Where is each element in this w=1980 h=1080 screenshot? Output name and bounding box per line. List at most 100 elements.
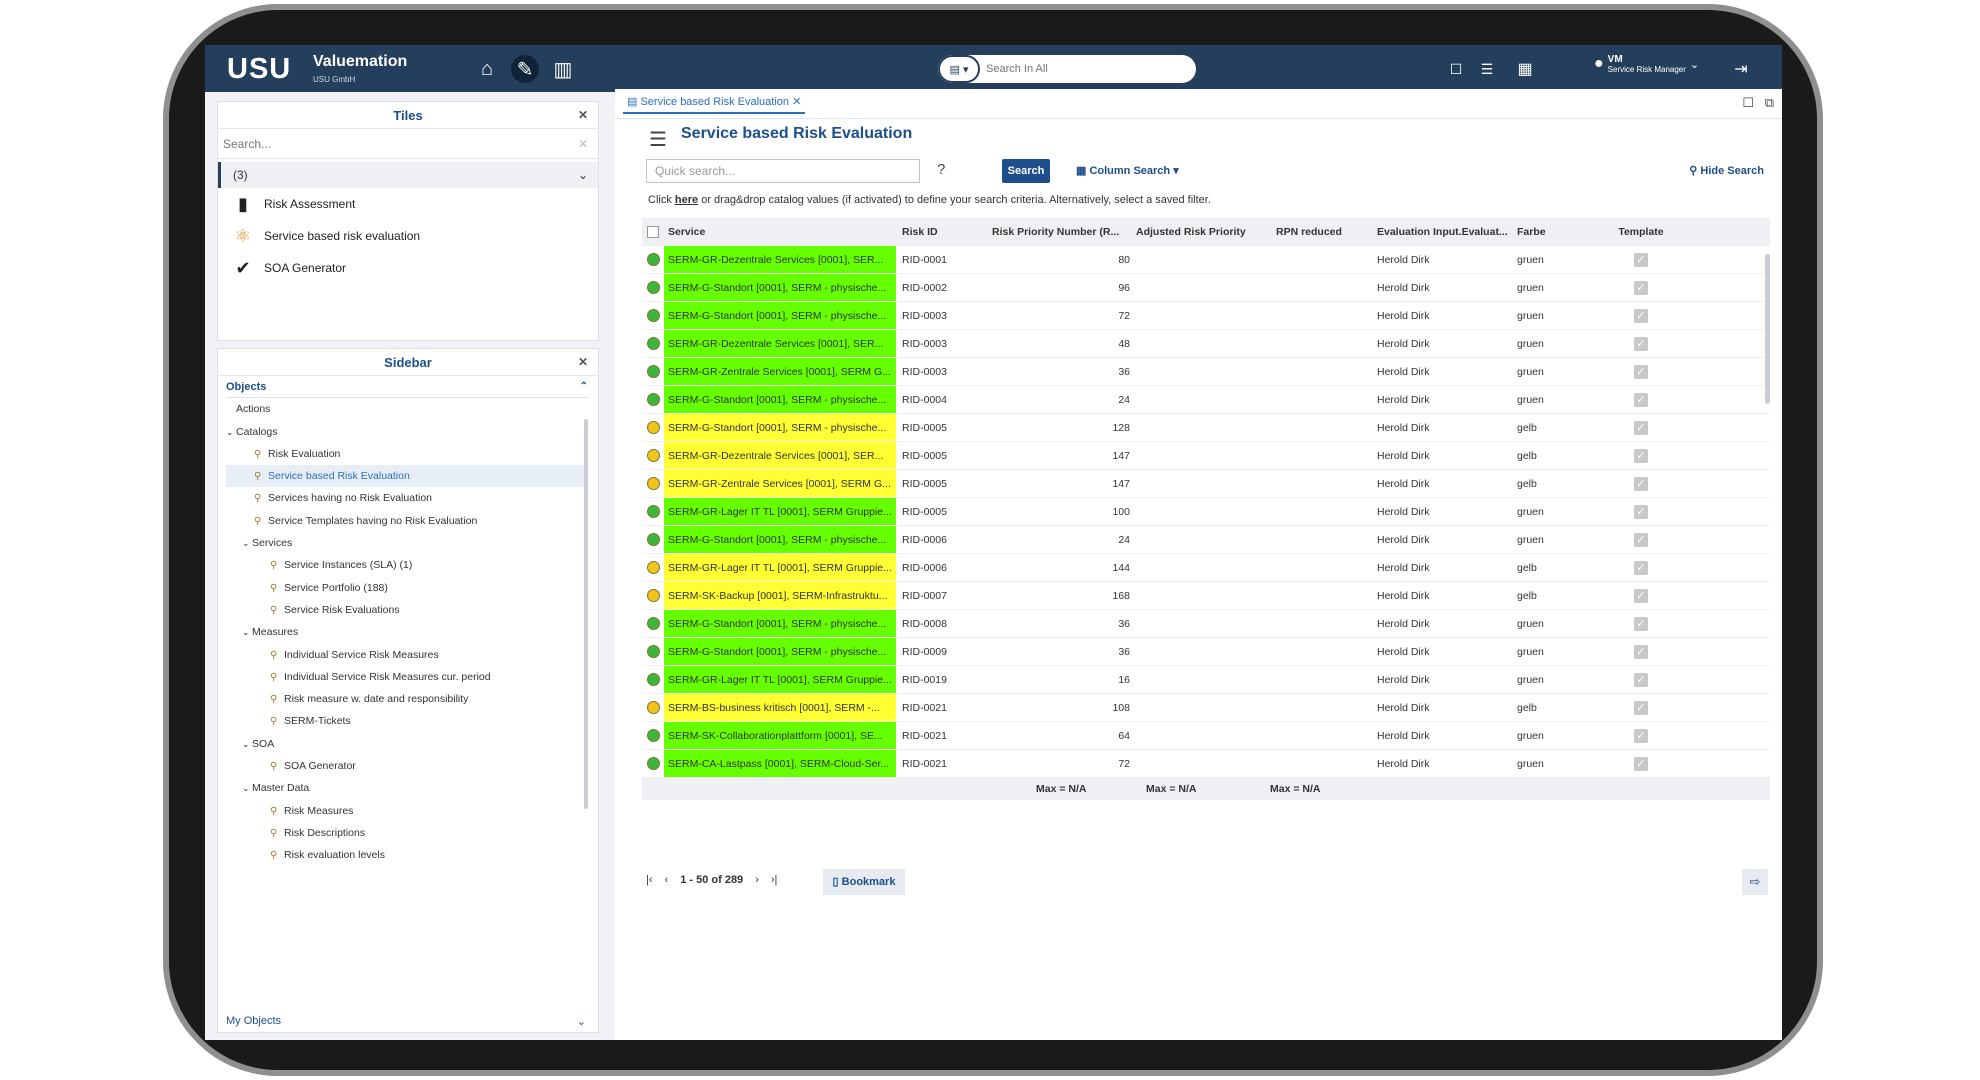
sidebar-tree-item[interactable]: ⚲ SOA Generator (226, 755, 588, 777)
export-icon[interactable]: ⇨ (1742, 869, 1768, 895)
chevron-down-icon[interactable]: ⌄ (242, 738, 253, 749)
chevron-down-icon[interactable]: ⌄ (226, 426, 237, 437)
tile-item[interactable]: ▮ Risk Assessment (218, 188, 598, 220)
table-row[interactable]: SERM-GR-Dezentrale Services [0001], SER.… (642, 442, 1770, 470)
my-objects-section[interactable]: My Objects ⌄ (226, 1015, 586, 1028)
tile-item[interactable]: ⚛ Service based risk evaluation (218, 220, 598, 252)
template-checkbox[interactable]: ✓ (1634, 756, 1648, 771)
template-checkbox[interactable]: ✓ (1634, 308, 1648, 323)
sidebar-tree-item[interactable]: ⌄ Catalogs (226, 421, 588, 443)
close-icon[interactable]: ✕ (577, 108, 588, 122)
search-button[interactable]: Search (1002, 159, 1050, 183)
sidebar-tree-item[interactable]: ⚲ Risk measure w. date and responsibility (226, 688, 588, 710)
template-checkbox[interactable]: ✓ (1634, 252, 1648, 267)
tile-item[interactable]: ✔ SOA Generator (218, 252, 598, 284)
table-row[interactable]: SERM-G-Standort [0001], SERM - physische… (642, 274, 1770, 302)
bookmark-icon[interactable]: ☐ (1449, 60, 1463, 77)
sidebar-tree-item[interactable]: ⚲ Service based Risk Evaluation (226, 465, 588, 488)
sidebar-tree-item[interactable]: ⌄ Master Data (226, 777, 588, 799)
column-header[interactable]: Farbe (1517, 226, 1546, 238)
column-header[interactable]: Template (1618, 226, 1664, 238)
table-row[interactable]: SERM-GR-Zentrale Services [0001], SERM G… (642, 358, 1770, 386)
tab-service-risk-evaluation[interactable]: ▤ Service based Risk Evaluation ✕ (623, 95, 806, 114)
table-row[interactable]: SERM-GR-Dezentrale Services [0001], SER.… (642, 246, 1770, 274)
prev-page-icon[interactable]: ‹ (664, 874, 669, 886)
home-icon[interactable]: ⌂ (480, 57, 494, 80)
hide-search-button[interactable]: ⚲ Hide Search (1689, 165, 1764, 177)
column-header[interactable]: Evaluation Input.Evaluat... (1377, 226, 1508, 238)
restore-icon[interactable]: ⧉ (1764, 95, 1774, 110)
sidebar-tree-item[interactable]: ⚲ Service Instances (SLA) (1) (226, 554, 588, 576)
template-checkbox[interactable]: ✓ (1634, 532, 1648, 547)
template-checkbox[interactable]: ✓ (1634, 420, 1648, 435)
table-row[interactable]: SERM-GR-Dezentrale Services [0001], SER.… (642, 330, 1770, 358)
table-row[interactable]: SERM-SK-Backup [0001], SERM-Infrastruktu… (642, 582, 1770, 610)
last-page-icon[interactable]: ›| (770, 874, 778, 886)
table-row[interactable]: SERM-CA-Lastpass [0001], SERM-Cloud-Ser.… (642, 750, 1770, 778)
sidebar-tree-item[interactable]: ⚲ Risk Measures (226, 800, 588, 822)
template-checkbox[interactable]: ✓ (1634, 616, 1648, 631)
sidebar-tree-item[interactable]: Actions (226, 398, 588, 420)
sidebar-tree-item[interactable]: ⚲ Service Portfolio (188) (226, 577, 588, 599)
hamburger-menu-icon[interactable]: ☰ (649, 129, 667, 151)
quick-search-input[interactable]: Quick search... (646, 159, 920, 183)
sidebar-tree-item[interactable]: ⚲ Services having no Risk Evaluation (226, 487, 588, 509)
next-page-icon[interactable]: › (755, 874, 759, 886)
sidebar-tree-item[interactable]: ⚲ Individual Service Risk Measures cur. p… (226, 666, 588, 688)
tiles-search-input[interactable]: Search... ✕ (218, 129, 598, 159)
column-header[interactable]: Service (668, 226, 706, 238)
objects-section[interactable]: Objects ⌃ (226, 376, 588, 399)
sidebar-tree-item[interactable]: ⚲ Risk Descriptions (226, 822, 588, 844)
sidebar-tree-item[interactable]: ⚲ Individual Service Risk Measures (226, 644, 588, 666)
table-row[interactable]: SERM-GR-Lager IT TL [0001], SERM Gruppie… (642, 666, 1770, 694)
news-icon[interactable]: ▦ (1517, 61, 1533, 78)
column-header[interactable]: RPN reduced (1276, 226, 1342, 238)
user-menu[interactable]: ● VM Service Risk Manager ⌄ (1594, 54, 1699, 74)
sidebar-tree-item[interactable]: ⌄ Services (226, 532, 588, 554)
monitor-edit-icon[interactable]: ✎ (511, 55, 539, 83)
help-icon[interactable]: ? (937, 161, 946, 178)
chevron-down-icon[interactable]: ⌄ (242, 783, 253, 794)
table-scrollbar[interactable] (1765, 254, 1770, 404)
sidebar-scrollbar[interactable] (584, 419, 588, 809)
table-row[interactable]: SERM-G-Standort [0001], SERM - physische… (642, 386, 1770, 414)
column-search-button[interactable]: ▦ Column Search ▾ (1076, 165, 1179, 177)
column-header[interactable]: Adjusted Risk Priority (1136, 226, 1246, 238)
table-row[interactable]: SERM-G-Standort [0001], SERM - physische… (642, 414, 1770, 442)
template-checkbox[interactable]: ✓ (1634, 644, 1648, 659)
column-header[interactable]: Risk ID (902, 226, 938, 238)
template-checkbox[interactable]: ✓ (1634, 476, 1648, 491)
template-checkbox[interactable]: ✓ (1634, 364, 1648, 379)
logout-icon[interactable]: ⇥ (1734, 61, 1748, 78)
template-checkbox[interactable]: ✓ (1634, 448, 1648, 463)
sidebar-tree-item[interactable]: ⚲ Service Risk Evaluations (226, 599, 588, 621)
sidebar-tree-item[interactable]: ⌄ SOA (226, 733, 588, 755)
sidebar-tree-item[interactable]: ⚲ Service Templates having no Risk Evalua… (226, 510, 588, 532)
bookmark-button[interactable]: ▯ Bookmark (823, 869, 905, 895)
table-row[interactable]: SERM-G-Standort [0001], SERM - physische… (642, 302, 1770, 330)
search-scope-dropdown[interactable]: ▤ ▾ (938, 55, 980, 83)
template-checkbox[interactable]: ✓ (1634, 728, 1648, 743)
table-row[interactable]: SERM-BS-business kritisch [0001], SERM -… (642, 694, 1770, 722)
list-icon[interactable]: ☰ (1480, 60, 1494, 77)
hint-link[interactable]: here (674, 194, 699, 206)
close-icon[interactable]: ✕ (577, 355, 588, 369)
template-checkbox[interactable]: ✓ (1634, 672, 1648, 687)
table-row[interactable]: SERM-GR-Lager IT TL [0001], SERM Gruppie… (642, 554, 1770, 582)
column-header[interactable]: Risk Priority Number (R... (992, 226, 1120, 238)
chevron-down-icon[interactable]: ⌄ (242, 538, 253, 549)
template-checkbox[interactable]: ✓ (1634, 504, 1648, 519)
sidebar-tree-item[interactable]: ⌄ Measures (226, 621, 588, 643)
table-row[interactable]: SERM-GR-Lager IT TL [0001], SERM Gruppie… (642, 498, 1770, 526)
template-checkbox[interactable]: ✓ (1634, 700, 1648, 715)
maximize-icon[interactable]: ☐ (1742, 95, 1754, 110)
tiles-count-dropdown[interactable]: (3) ⌄ (218, 162, 598, 188)
template-checkbox[interactable]: ✓ (1634, 560, 1648, 575)
table-row[interactable]: SERM-SK-Collaborationplattform [0001], S… (642, 722, 1770, 750)
clear-icon[interactable]: ✕ (577, 136, 588, 151)
template-checkbox[interactable]: ✓ (1634, 588, 1648, 603)
global-search-input[interactable] (980, 63, 1180, 75)
chevron-down-icon[interactable]: ⌄ (242, 627, 253, 638)
table-row[interactable]: SERM-G-Standort [0001], SERM - physische… (642, 638, 1770, 666)
table-row[interactable]: SERM-GR-Zentrale Services [0001], SERM G… (642, 470, 1770, 498)
